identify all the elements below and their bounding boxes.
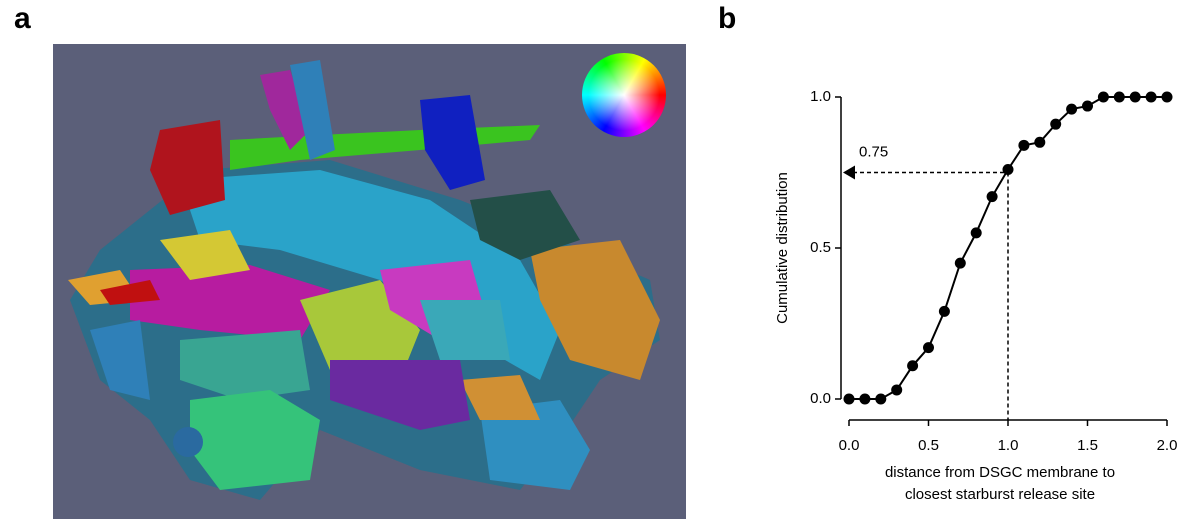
- point: [1098, 92, 1109, 103]
- x-tick-label: 2.0: [1157, 437, 1178, 454]
- point: [844, 394, 855, 405]
- figure: a b 0.0 0.5 1.0 0.0 0.5 1.0 1.5 2.0 Cumulative d…: [0, 0, 1182, 519]
- point: [859, 394, 870, 405]
- color-wheel: [582, 53, 666, 137]
- point: [955, 258, 966, 269]
- y-tick-label: 0.0: [810, 390, 831, 407]
- panel-label: b: [718, 2, 736, 35]
- point: [907, 360, 918, 371]
- panel-label: a: [14, 2, 31, 35]
- point: [1146, 92, 1157, 103]
- y-tick-label: 0.5: [810, 239, 831, 256]
- point: [1162, 92, 1173, 103]
- point: [971, 227, 982, 238]
- point: [891, 384, 902, 395]
- x-axis-label: distance from DSGC membrane to: [885, 464, 1115, 481]
- point: [1018, 140, 1029, 151]
- point: [875, 394, 886, 405]
- point: [1050, 119, 1061, 130]
- point: [939, 306, 950, 317]
- point: [1082, 101, 1093, 112]
- x-tick-label: 0.5: [918, 437, 939, 454]
- point: [1114, 92, 1125, 103]
- x-tick-label: 0.0: [839, 437, 860, 454]
- point: [1066, 104, 1077, 115]
- point: [923, 342, 934, 353]
- point: [1130, 92, 1141, 103]
- y-tick-label: 1.0: [810, 88, 831, 105]
- point: [987, 191, 998, 202]
- x-tick-label: 1.0: [998, 437, 1019, 454]
- annotation-label: 0.75: [859, 143, 888, 160]
- annotation-arrow: [843, 166, 855, 180]
- point: [1003, 164, 1014, 175]
- line: [849, 97, 1167, 399]
- point: [1034, 137, 1045, 148]
- y-axis-label: Cumulative distribution: [774, 172, 791, 324]
- x-tick-label: 1.5: [1077, 437, 1098, 454]
- x-axis-label: closest starburst release site: [905, 486, 1095, 503]
